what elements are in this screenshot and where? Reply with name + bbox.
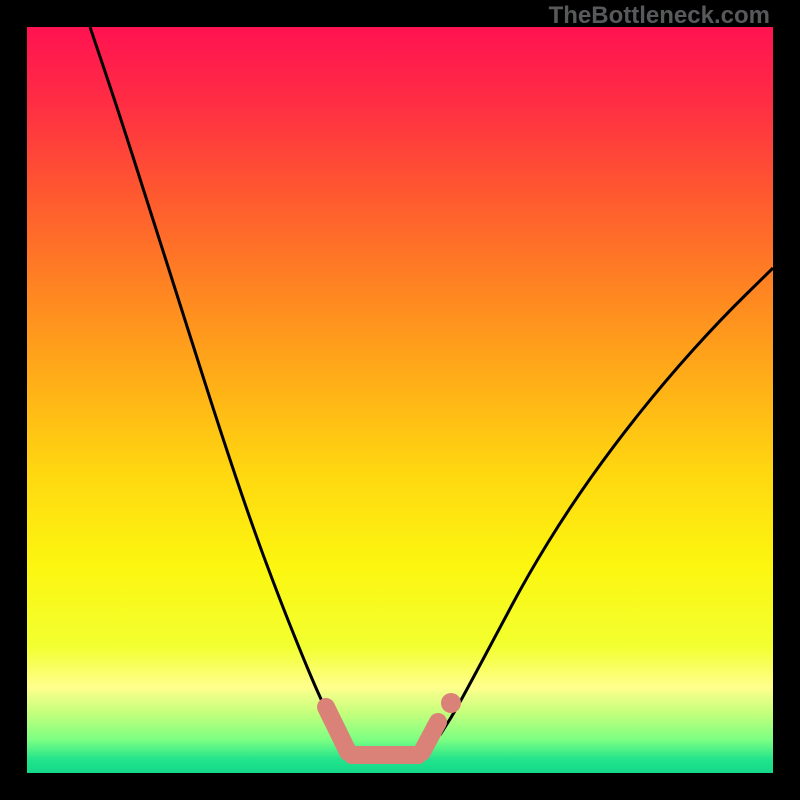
valley-marker-dot [441, 693, 461, 713]
bottleneck-curve-chart [0, 0, 800, 800]
watermark-text: TheBottleneck.com [549, 2, 770, 30]
chart-frame: TheBottleneck.com [0, 0, 800, 800]
gradient-background [27, 27, 773, 773]
